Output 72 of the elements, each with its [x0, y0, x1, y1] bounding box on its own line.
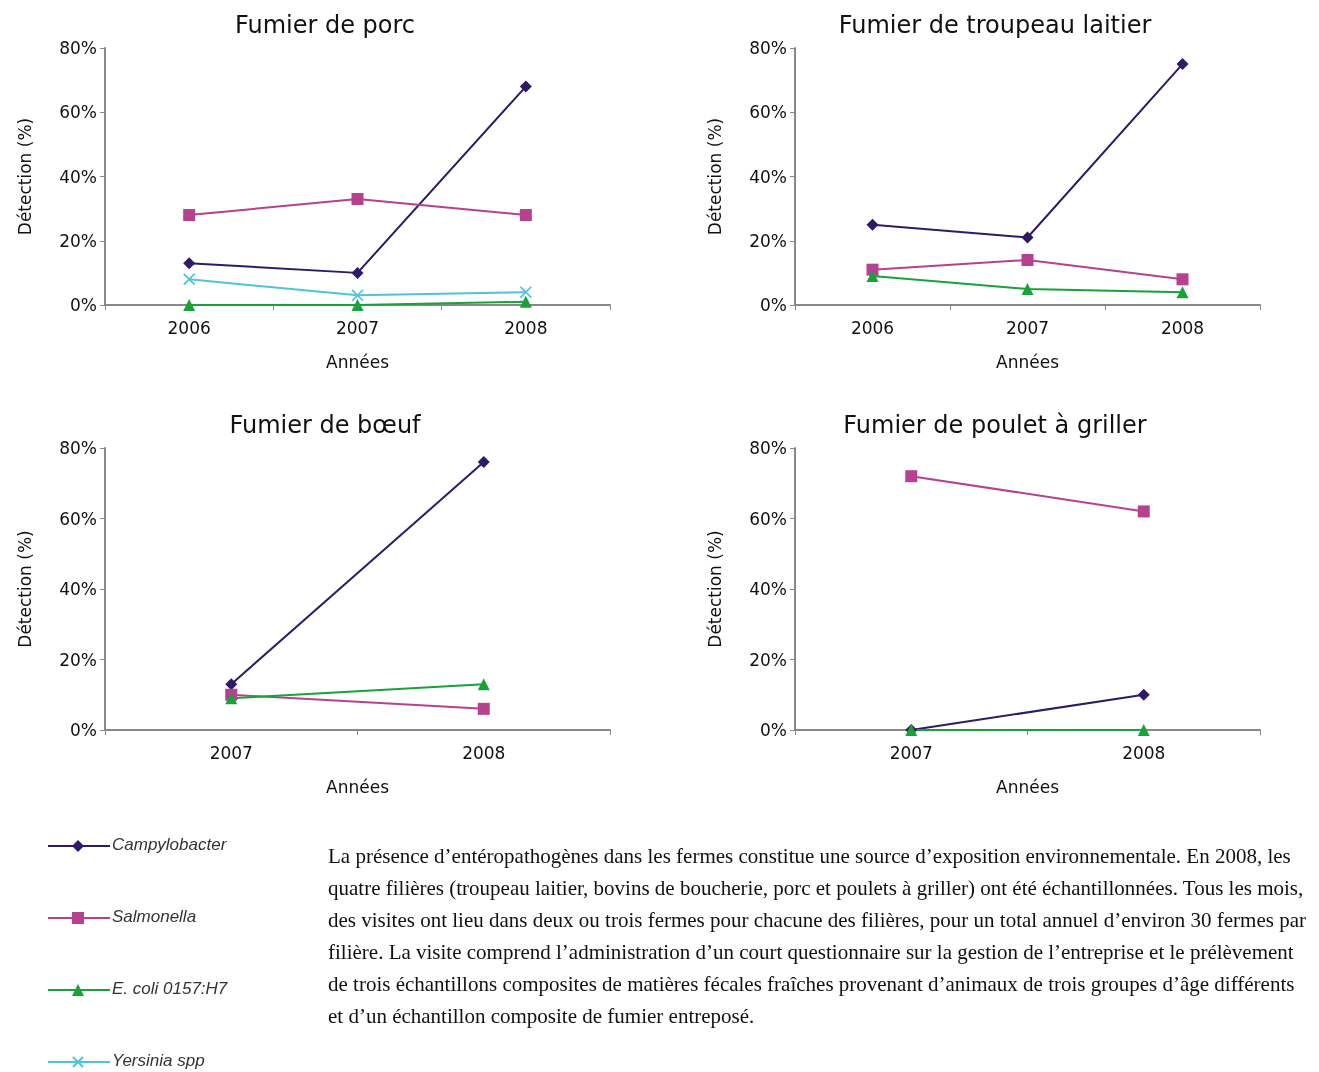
point: [351, 289, 364, 302]
legend-label: Yersinia spp: [112, 1051, 205, 1070]
point: [183, 257, 196, 270]
point: [905, 470, 918, 483]
y-tick-label: 40%: [749, 166, 787, 187]
point: [866, 218, 879, 231]
point: [477, 456, 490, 469]
point: [183, 273, 196, 286]
x-axis-title: Années: [326, 776, 390, 797]
x-tick-label: 2008: [1160, 317, 1205, 338]
chart-title: Fumier de poulet à griller: [843, 411, 1147, 439]
y-axis-title: Détection (%): [704, 530, 725, 648]
x-tick-label: 2007: [889, 742, 933, 763]
x-tick-label: 2008: [504, 317, 548, 338]
y-tick-label: 80%: [59, 38, 97, 58]
x-axis-title: Années: [996, 776, 1060, 797]
point: [351, 299, 364, 311]
text: La présence d’entéropathogènes dans les fermes constitue une source d’exposition environnementale. En 2008, les quatre filières (troupeau laitier, bovins de boucherie, porc et poulets à griller) ont été échantillonnées. Tous les mois, des visites ont lieu dans deux ou trois fermes pour chacune des filières, pour un total annuel d’environ 30 fermes par filière. La visite comprend l’administration d’un court questionnaire sur la gestion de l’entreprise et le prélèvement de trois échantillons composites de matières fécales fraîches provenant d’animaux de trois groupes d’âge différents et d’un échantillon composite de fumier entreposé.: [328, 843, 1307, 1030]
point: [351, 192, 364, 205]
point: [519, 80, 532, 93]
x-axis-title: Années: [996, 351, 1060, 372]
point: [1137, 688, 1150, 701]
y-tick-label: 20%: [749, 649, 787, 670]
chart-title: Fumier de porc: [234, 11, 416, 39]
y-tick-label: 20%: [749, 230, 787, 251]
y-axis-title: Détection (%): [704, 117, 725, 236]
point: [519, 209, 532, 222]
legend-label: Campylobacter: [112, 835, 227, 854]
point: [1137, 505, 1150, 518]
x-tick-label: 2006: [850, 317, 895, 338]
legend-label: Salmonella: [112, 907, 197, 926]
x-tick-label: 2006: [167, 317, 211, 338]
y-tick-label: 80%: [59, 438, 97, 458]
x-axis-title: Années: [326, 351, 390, 372]
point: [519, 286, 532, 299]
x-tick-label: 2007: [1005, 317, 1050, 338]
y-tick-label: 80%: [749, 438, 787, 458]
y-tick-label: 0%: [70, 720, 97, 740]
y-tick-label: 20%: [59, 230, 97, 251]
y-tick-label: 40%: [59, 166, 97, 187]
point: [477, 702, 490, 715]
x-tick-label: 2008: [1122, 742, 1166, 763]
chart-title: Fumier de troupeau laitier: [838, 11, 1152, 39]
chart-title: Fumier de bœuf: [229, 411, 422, 439]
point: [183, 209, 196, 222]
point: [183, 299, 196, 311]
y-tick-label: 0%: [70, 295, 97, 315]
y-axis-title: Détection (%): [14, 530, 35, 648]
point: [519, 295, 532, 308]
x-tick-label: 2008: [462, 742, 506, 763]
point: [1021, 231, 1034, 244]
y-tick-label: 40%: [749, 579, 787, 599]
legend-label: E. coli 0157:H7: [112, 979, 228, 998]
x-tick-label: 2007: [335, 317, 380, 338]
y-tick-label: 80%: [749, 38, 787, 58]
y-tick-label: 20%: [59, 649, 97, 670]
point: [1021, 254, 1034, 267]
point: [351, 266, 364, 279]
y-tick-label: 60%: [59, 102, 97, 123]
y-tick-label: 60%: [59, 508, 97, 529]
y-tick-label: 60%: [749, 102, 787, 123]
y-tick-label: 0%: [760, 295, 787, 315]
point: [1176, 58, 1189, 71]
x-tick-label: 2007: [209, 742, 253, 763]
y-tick-label: 60%: [749, 508, 787, 529]
point: [1021, 282, 1034, 295]
y-tick-label: 0%: [760, 720, 787, 740]
y-axis-title: Détection (%): [14, 117, 35, 236]
point: [1176, 273, 1189, 286]
point: [1176, 286, 1189, 299]
y-tick-label: 40%: [59, 579, 97, 599]
point: [866, 270, 879, 283]
